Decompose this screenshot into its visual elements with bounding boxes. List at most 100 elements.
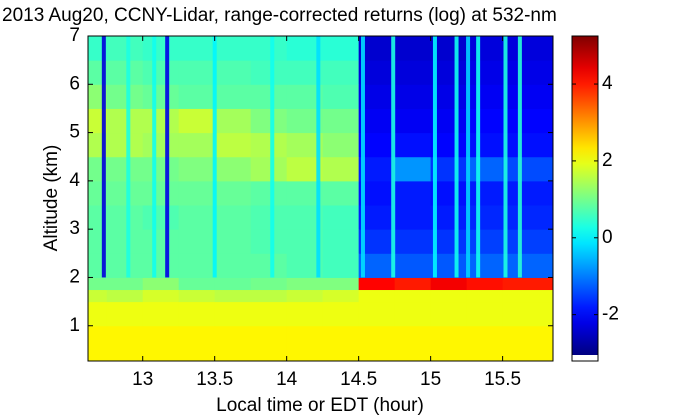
heat-cell	[142, 84, 180, 109]
heat-cell	[286, 325, 324, 362]
heat-cell	[394, 289, 432, 303]
x-tick-label: 14	[276, 369, 298, 390]
heat-cell	[250, 132, 288, 158]
heat-cell	[214, 108, 252, 134]
heat-cell	[322, 84, 360, 109]
heat-cell	[394, 253, 432, 278]
profile-stripe	[466, 36, 471, 278]
heat-cell	[178, 325, 216, 362]
heat-cell	[466, 156, 504, 182]
heat-cell	[358, 277, 396, 291]
heat-cell	[466, 277, 504, 291]
heat-cell	[214, 156, 252, 182]
heat-cell	[214, 277, 252, 291]
profile-stripe	[360, 36, 365, 278]
heat-cell	[430, 301, 468, 327]
colorbar-frame	[571, 35, 599, 362]
heat-cell	[142, 229, 180, 254]
heat-cell	[502, 277, 554, 291]
heat-cell	[322, 60, 360, 85]
heat-cell	[394, 229, 432, 254]
profile-stripe	[316, 36, 321, 278]
heat-cell	[358, 325, 396, 362]
heat-cell	[358, 289, 396, 303]
heat-cell	[142, 253, 180, 278]
heat-cell	[106, 229, 144, 254]
heat-cell	[502, 132, 554, 158]
heat-cell	[502, 229, 554, 254]
heat-cell	[466, 60, 504, 85]
profile-stripe	[101, 36, 106, 278]
profile-stripe	[152, 36, 157, 278]
heat-cell	[394, 277, 432, 291]
profile-stripe	[454, 36, 459, 278]
heat-cell	[214, 180, 252, 206]
heat-cell	[214, 36, 252, 61]
heat-cell	[142, 325, 180, 362]
heat-cell	[250, 253, 288, 278]
heat-cell	[250, 60, 288, 85]
heat-cell	[466, 325, 504, 362]
heat-cell	[106, 156, 144, 182]
heat-cell	[286, 277, 324, 291]
profile-stripe	[126, 36, 131, 278]
heat-cell	[178, 301, 216, 327]
heat-cell	[394, 325, 432, 362]
heat-cell	[502, 108, 554, 134]
heat-cell	[214, 60, 252, 85]
heat-cell	[250, 36, 288, 61]
heat-cell	[394, 108, 432, 134]
y-tick-label: 4	[69, 170, 80, 191]
heat-cell	[142, 289, 180, 303]
profile-stripe	[517, 36, 522, 278]
heat-cell	[250, 277, 288, 291]
heat-cell	[502, 156, 554, 182]
profile-stripe	[503, 36, 508, 278]
heat-cell	[250, 108, 288, 134]
colorbar-tick-label: 0	[602, 227, 613, 248]
profile-stripe	[391, 36, 396, 278]
x-tick-label: 13	[132, 369, 153, 390]
plot-area: 13 13.5 14 14.5 15 15.5 1 2 3 4 5 6 7 -2 0 2 4	[69, 25, 618, 390]
heat-cell	[106, 132, 144, 158]
x-tick-label: 13.5	[196, 369, 233, 390]
x-tick-label: 15	[420, 369, 441, 390]
heat-cell	[88, 301, 108, 327]
heat-cell	[322, 132, 360, 158]
heat-cell	[88, 289, 108, 303]
heat-cell	[322, 36, 360, 61]
colorbar	[572, 36, 598, 355]
heat-cell	[502, 36, 554, 61]
y-tick-label: 1	[69, 315, 80, 336]
heat-cell	[322, 229, 360, 254]
heat-cell	[106, 108, 144, 134]
heat-cell	[142, 156, 180, 182]
heat-cell	[214, 325, 252, 362]
heat-cell	[106, 60, 144, 85]
heat-cell	[322, 180, 360, 206]
colorbar-tick-label: 2	[602, 150, 613, 171]
heat-cell	[466, 108, 504, 134]
heat-cell	[466, 132, 504, 158]
profile-stripe	[165, 36, 170, 278]
heat-cell	[214, 84, 252, 109]
x-axis-label: Local time or EDT (hour)	[216, 395, 424, 416]
heat-cell	[214, 229, 252, 254]
heat-cell	[250, 205, 288, 230]
heat-cell	[178, 36, 216, 61]
heat-cell	[106, 301, 144, 327]
heat-cell	[502, 289, 554, 303]
heat-cell	[394, 84, 432, 109]
heat-cell	[502, 84, 554, 109]
y-tick-label: 6	[69, 73, 80, 94]
heat-cell	[250, 156, 288, 182]
heat-cell	[178, 253, 216, 278]
heat-cell	[394, 156, 432, 182]
heat-cell	[466, 180, 504, 206]
y-tick-label: 2	[69, 266, 80, 287]
heat-cell	[466, 289, 504, 303]
heat-cell	[88, 277, 108, 291]
heat-cell	[106, 84, 144, 109]
heat-cell	[250, 229, 288, 254]
plot-frame	[87, 35, 554, 362]
